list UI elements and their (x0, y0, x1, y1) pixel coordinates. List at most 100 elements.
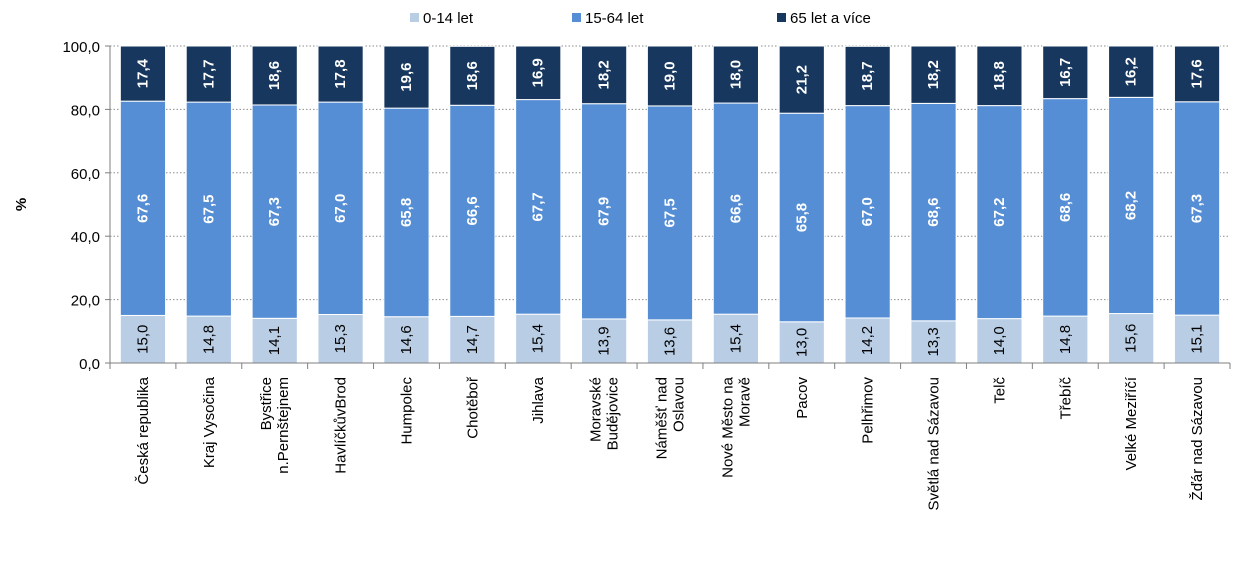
bar-segment (251, 45, 298, 106)
x-category-label: Žďár nad Sázavou (1189, 377, 1206, 500)
data-label: 19,0 (662, 61, 679, 90)
data-label: 18,2 (596, 60, 613, 89)
bar-segment (515, 99, 562, 315)
x-category-label-line: Humpolec (398, 377, 415, 445)
data-label: 14,1 (266, 326, 283, 355)
x-category-label-line: Pelhřimov (860, 377, 877, 444)
bar-segment (581, 103, 628, 320)
bar-segment (449, 45, 496, 106)
x-category-label-line: Pacov (794, 377, 811, 419)
legend-swatch (410, 13, 419, 22)
x-category-label-line: n.Pernštejnem (275, 377, 292, 474)
data-label: 67,3 (1189, 194, 1206, 223)
x-category-label: Telč (991, 377, 1008, 404)
data-label: 16,2 (1123, 57, 1140, 86)
x-category-label-line: Chotěboř (464, 376, 481, 439)
x-category-label: Chotěboř (464, 376, 481, 439)
bar-segment (383, 107, 430, 318)
data-label: 18,7 (859, 61, 876, 90)
data-label: 17,7 (200, 59, 217, 88)
data-label: 14,8 (200, 325, 217, 354)
y-tick-label: 40,0 (71, 229, 100, 246)
data-label: 16,7 (1057, 58, 1074, 87)
legend-label: 0-14 let (423, 10, 474, 27)
bar-segment (317, 101, 364, 315)
x-category-label: HavlíčkůvBrod (333, 377, 350, 474)
bar-segment (251, 317, 298, 364)
data-label: 13,6 (662, 327, 679, 356)
x-category-label-line: Oslavou (671, 377, 688, 432)
data-label: 67,0 (332, 194, 349, 223)
bar-segment (1173, 101, 1221, 316)
x-category-label: Humpolec (398, 377, 415, 445)
x-category-label: Kraj Vysočina (201, 376, 218, 468)
data-label: 68,6 (925, 198, 942, 227)
x-category-label: Velké Meziříčí (1123, 376, 1140, 470)
x-category-label-line: Česká republika (135, 376, 152, 484)
data-label: 18,2 (925, 60, 942, 89)
y-tick-label: 0,0 (79, 356, 100, 373)
x-category-label: Pacov (794, 377, 811, 419)
data-label: 15,4 (727, 324, 744, 353)
x-category-label: Bystřice n.Pernštejnem (258, 377, 292, 474)
x-category-label-line: Velké Meziříčí (1123, 376, 1140, 470)
data-label: 65,8 (793, 203, 810, 232)
bar-segment (383, 45, 430, 109)
bar-segment (317, 45, 364, 103)
bar-segment (646, 319, 694, 364)
data-label: 17,4 (134, 58, 151, 88)
data-label: 68,2 (1123, 191, 1140, 220)
bar-segment (515, 313, 562, 364)
data-label: 14,7 (464, 325, 481, 354)
data-label: 15,0 (134, 325, 151, 354)
y-tick-label: 60,0 (71, 166, 100, 183)
legend-label: 15-64 let (585, 10, 644, 27)
data-label: 14,6 (398, 325, 415, 354)
x-category-label: Nové Město na Moravě (719, 376, 753, 478)
y-tick-label: 80,0 (71, 102, 100, 119)
bar-segment (1108, 96, 1155, 315)
bar-segment (449, 104, 496, 317)
bar-segment (844, 45, 891, 107)
bar-segment (251, 104, 298, 319)
bar-segment (185, 45, 232, 103)
data-label: 14,8 (1057, 325, 1074, 354)
legend-label: 65 let a více (790, 10, 871, 27)
bar-segment (778, 112, 825, 323)
bar-segment (712, 102, 759, 315)
data-label: 13,9 (596, 326, 613, 355)
data-label: 14,2 (859, 326, 876, 355)
x-category-label-line: Moravské (588, 377, 605, 442)
x-category-label-line: Jihlava (530, 376, 547, 423)
bar-segment (646, 45, 694, 107)
bar-segment (778, 45, 825, 114)
data-label: 67,7 (530, 192, 547, 221)
x-category-label-line: Nové Město na (719, 376, 736, 478)
bar-segment (1042, 45, 1089, 100)
data-label: 15,4 (530, 324, 547, 353)
bar-segment (910, 102, 957, 322)
data-label: 67,5 (200, 194, 217, 223)
data-label: 66,6 (464, 196, 481, 225)
bar-segment (515, 45, 562, 101)
data-label: 18,8 (991, 61, 1008, 90)
data-label: 66,6 (727, 194, 744, 223)
bar-segment (383, 316, 430, 364)
x-category-label: Světlá nad Sázavou (926, 377, 943, 510)
x-category-label-line: Moravě (736, 377, 753, 427)
x-category-label-line: Budějovice (605, 377, 622, 450)
bar-segment (119, 45, 167, 102)
x-category-label-line: Kraj Vysočina (201, 376, 218, 468)
x-category-label-line: HavlíčkůvBrod (333, 377, 350, 474)
x-category-label-line: Třebíč (1057, 377, 1074, 420)
data-label: 67,9 (596, 197, 613, 226)
x-category-label: Jihlava (530, 376, 547, 423)
x-category-label: Náměšť nad Oslavou (654, 377, 688, 459)
legend-swatch (572, 13, 581, 22)
data-label: 13,0 (793, 328, 810, 357)
bar-segment (646, 105, 694, 321)
data-label: 15,3 (332, 324, 349, 353)
bar-segment (449, 315, 496, 364)
